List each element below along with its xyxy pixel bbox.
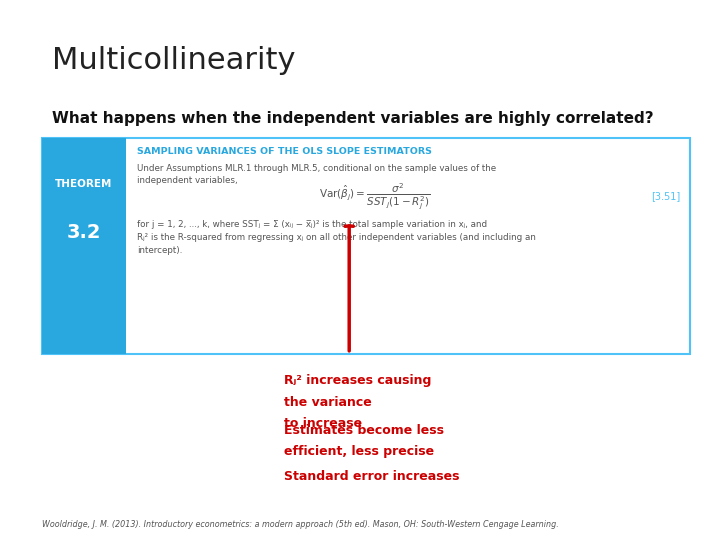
Text: to increase: to increase: [284, 417, 363, 430]
Text: Standard error increases: Standard error increases: [284, 470, 460, 483]
Text: independent variables,: independent variables,: [137, 176, 238, 185]
Text: Estimates become less: Estimates become less: [284, 424, 444, 437]
Text: Rⱼ² increases causing: Rⱼ² increases causing: [284, 374, 432, 387]
Text: efficient, less precise: efficient, less precise: [284, 446, 435, 458]
Text: $\mathrm{Var}(\hat{\beta}_j) = \dfrac{\sigma^2}{SST_j(1-R_j^2)}$: $\mathrm{Var}(\hat{\beta}_j) = \dfrac{\s…: [318, 182, 431, 212]
Bar: [42, 138, 690, 354]
Text: Wooldridge, J. M. (2013). Introductory econometrics: a modern approach (5th ed).: Wooldridge, J. M. (2013). Introductory e…: [42, 520, 559, 529]
Text: Under Assumptions MLR.1 through MLR.5, conditional on the sample values of the: Under Assumptions MLR.1 through MLR.5, c…: [137, 164, 496, 173]
Text: for j = 1, 2, ..., k, where SSTⱼ = Σ (xᵢⱼ − x̅ⱼ)² is the total sample variation : for j = 1, 2, ..., k, where SSTⱼ = Σ (xᵢ…: [137, 220, 487, 230]
Bar: [42, 138, 126, 354]
Text: [3.51]: [3.51]: [651, 191, 680, 201]
Text: intercept).: intercept).: [137, 246, 182, 255]
Text: THEOREM: THEOREM: [55, 179, 112, 188]
Text: SAMPLING VARIANCES OF THE OLS SLOPE ESTIMATORS: SAMPLING VARIANCES OF THE OLS SLOPE ESTI…: [137, 147, 432, 157]
Text: Multicollinearity: Multicollinearity: [52, 46, 295, 75]
Text: Rⱼ² is the R-squared from regressing xⱼ on all other independent variables (and : Rⱼ² is the R-squared from regressing xⱼ …: [137, 233, 536, 242]
Text: 3.2: 3.2: [66, 222, 101, 242]
Text: What happens when the independent variables are highly correlated?: What happens when the independent variab…: [52, 111, 654, 126]
Text: the variance: the variance: [284, 396, 372, 409]
